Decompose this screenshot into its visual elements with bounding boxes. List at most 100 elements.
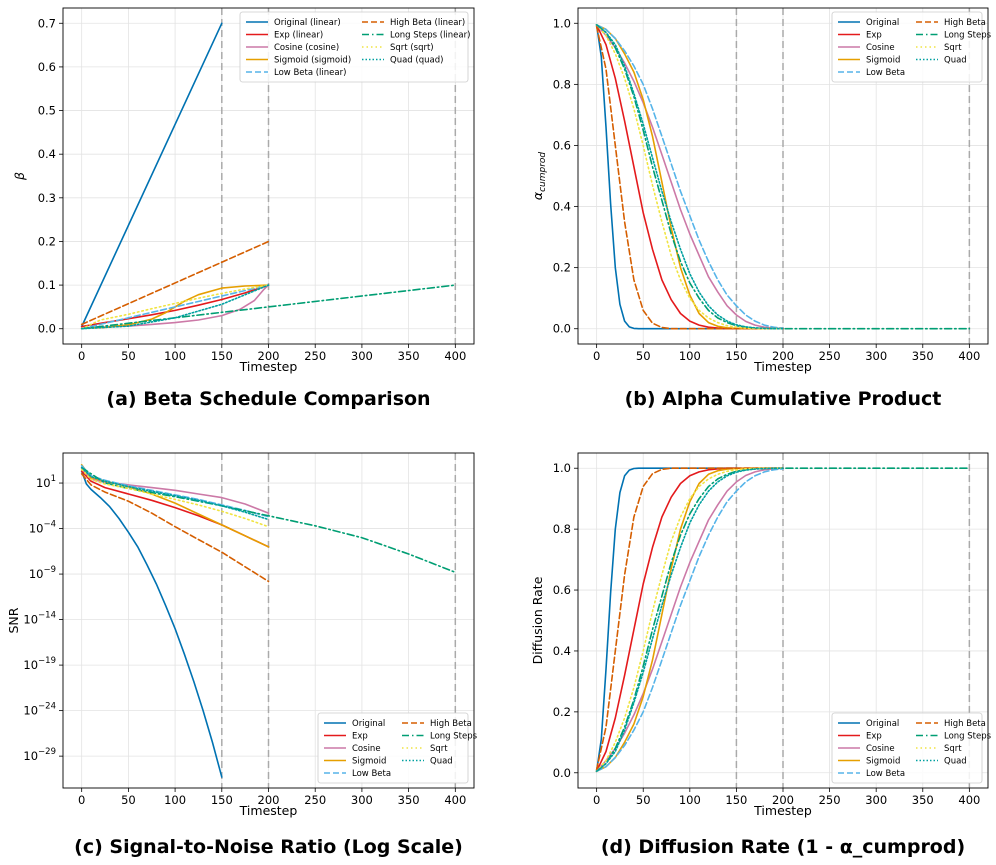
- y-axis: 0.0 0.1 0.2 0.3 0.4 0.5 0.6 0.7: [38, 16, 63, 336]
- legend-item-original: Original (linear): [246, 18, 341, 28]
- legend-label: Sqrt (sqrt): [390, 43, 434, 53]
- x-tick-label: 150: [725, 793, 747, 807]
- series-line-long_steps: [80, 284, 457, 330]
- x-tick-label: 250: [819, 793, 841, 807]
- legend-item-quad: Quad (quad): [362, 56, 443, 66]
- panel-alpha-cumprod: 0 50 100 150 200 250 300 350 400 0.0 0.2 0.4 0.6 0.8 1…: [530, 7, 992, 410]
- x-axis-label: Timestep: [753, 359, 812, 374]
- y-tick-mantissa: 10: [29, 567, 44, 581]
- legend-item-sqrt: Sqrt: [916, 744, 962, 754]
- legend-label: Sqrt: [944, 744, 962, 754]
- series-line-original: [80, 22, 223, 328]
- y-tick-exponent: −29: [38, 747, 56, 757]
- series-line-original: [595, 24, 738, 330]
- legend-label: Original: [866, 719, 899, 729]
- series-line-low_beta: [595, 24, 784, 329]
- x-tick-label: 200: [772, 793, 794, 807]
- legend-label: Low Beta (linear): [274, 68, 346, 78]
- series-lines: [80, 22, 457, 330]
- y-tick-label: 0.2: [553, 705, 571, 719]
- x-tick-label: 300: [351, 793, 373, 807]
- x-tick-label: 150: [725, 349, 747, 363]
- legend-label: Original (linear): [274, 18, 341, 28]
- legend-label: Original: [352, 719, 385, 729]
- legend-item-low_beta: Low Beta: [324, 769, 391, 779]
- x-tick-label: 200: [772, 349, 794, 363]
- legend-item-sigmoid: Sigmoid: [838, 56, 900, 66]
- legend-item-low_beta: Low Beta (linear): [246, 68, 346, 78]
- legend-item-sqrt: Sqrt: [402, 744, 448, 754]
- x-tick-label: 0: [593, 793, 600, 807]
- legend-item-long_steps: Long Steps: [916, 732, 992, 742]
- panel-title: (a) Beta Schedule Comparison: [106, 388, 430, 410]
- legend-item-low_beta: Low Beta: [838, 769, 905, 779]
- legend-label: Exp: [866, 31, 882, 41]
- legend-item-original: Original: [838, 18, 899, 28]
- legend-label: Exp: [866, 732, 882, 742]
- series-line-long_steps: [595, 467, 971, 773]
- legend-label: Long Steps: [430, 732, 478, 742]
- legend-label: High Beta: [944, 18, 986, 28]
- legend-label: High Beta: [430, 719, 472, 729]
- legend: Original Exp Cosine Sigmoid Low Beta High Bet…: [831, 712, 992, 784]
- x-axis: 0 50 100 150 200 250 300 350 400: [593, 344, 980, 363]
- y-tick-exponent: −9: [43, 565, 56, 575]
- y-tick-label: 0.2: [38, 234, 56, 248]
- series-line-original: [80, 470, 223, 778]
- x-tick-label: 400: [958, 793, 980, 807]
- legend-item-exp: Exp: [838, 31, 882, 41]
- x-tick-label: 350: [398, 349, 420, 363]
- x-tick-label: 300: [351, 349, 373, 363]
- y-tick-exponent: −19: [38, 656, 56, 666]
- x-axis-label: Timestep: [239, 803, 298, 818]
- x-axis: 0 50 100 150 200 250 300 350 400: [593, 788, 980, 807]
- legend-frame: [831, 11, 983, 83]
- y-tick-mantissa: 10: [36, 476, 51, 490]
- legend-item-exp: Exp (linear): [246, 31, 323, 41]
- x-tick-label: 100: [164, 793, 186, 807]
- y-tick-exponent: −4: [43, 520, 56, 530]
- legend-item-quad: Quad: [402, 757, 453, 767]
- y-axis-label: SNR: [6, 607, 21, 633]
- legend: Original Exp Cosine Sigmoid Low Beta High Bet…: [831, 11, 992, 83]
- legend-label: Long Steps (linear): [390, 31, 470, 41]
- y-tick-label: 0.0: [38, 322, 56, 336]
- legend-label: Cosine: [352, 744, 381, 754]
- x-axis: 0 50 100 150 200 250 300 350 400: [78, 344, 466, 363]
- x-tick-label: 200: [258, 793, 280, 807]
- legend-label: Low Beta: [352, 769, 391, 779]
- legend-item-sigmoid: Sigmoid: [838, 757, 900, 767]
- panel-snr: 0 50 100 150 200 250 300 350 40010110−410−910−14…: [6, 452, 478, 858]
- x-tick-label: 150: [211, 793, 233, 807]
- y-tick-exponent: 1: [51, 474, 56, 484]
- legend-item-exp: Exp: [324, 732, 368, 742]
- y-tick-label: 101: [36, 474, 56, 490]
- legend-label: High Beta: [944, 719, 986, 729]
- y-tick-mantissa: 10: [23, 749, 38, 763]
- legend-item-quad: Quad: [916, 56, 967, 66]
- legend-item-long_steps: Long Steps (linear): [362, 31, 470, 41]
- x-tick-label: 350: [398, 793, 420, 807]
- series-line-quad: [595, 24, 784, 330]
- series-line-sigmoid: [595, 467, 784, 773]
- legend: Original Exp Cosine Sigmoid Low Beta High Bet…: [317, 712, 478, 784]
- x-tick-label: 100: [164, 349, 186, 363]
- y-tick-label: 10−4: [29, 520, 56, 536]
- x-tick-label: 50: [121, 349, 136, 363]
- panel-beta-schedule: 0 50 100 150 200 250 300 350 4000.00.10.20.30.40…: [12, 7, 475, 410]
- legend-label: Quad: [944, 757, 967, 767]
- x-tick-label: 350: [912, 793, 934, 807]
- x-tick-label: 400: [444, 349, 466, 363]
- x-axis-label: Timestep: [239, 359, 298, 374]
- x-tick-label: 200: [258, 349, 280, 363]
- y-tick-label: 0.6: [553, 583, 571, 597]
- panel-title: (c) Signal-to-Noise Ratio (Log Scale): [74, 836, 463, 858]
- legend-frame: [317, 712, 469, 784]
- legend-label: Long Steps: [944, 732, 992, 742]
- x-tick-label: 300: [865, 793, 887, 807]
- x-tick-label: 300: [865, 349, 887, 363]
- y-tick-label: 0.4: [553, 200, 571, 214]
- legend-item-sigmoid: Sigmoid (sigmoid): [246, 56, 351, 66]
- legend-label: Quad (quad): [390, 56, 443, 66]
